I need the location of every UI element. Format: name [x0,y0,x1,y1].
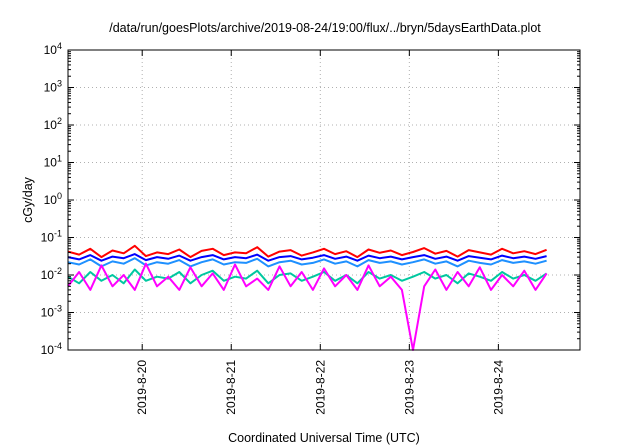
y-tick-base: 10 [44,193,58,207]
y-tick-exponent: 2 [57,116,62,126]
x-tick-label: 2019-8-21 [224,360,238,415]
y-tick-exponent: 0 [57,191,62,201]
y-tick-label: 10-2 [41,266,62,282]
x-tick-label: 2019-8-20 [135,360,149,415]
y-tick-label: 103 [44,79,62,95]
y-tick-exponent: 4 [57,41,62,51]
y-tick-exponent: -3 [54,304,62,314]
y-tick-exponent: -2 [54,266,62,276]
y-tick-exponent: -4 [54,341,62,351]
series-line-2 [67,253,547,262]
y-tick-base: 10 [44,43,58,57]
x-tick-label: 2019-8-24 [491,360,505,415]
y-tick-label: 101 [44,154,62,170]
y-tick-base: 10 [41,343,55,357]
x-tick-label: 2019-8-22 [313,360,327,415]
chart-title: /data/run/goesPlots/archive/2019-08-24/1… [109,21,541,35]
y-tick-label: 102 [44,116,62,132]
y-tick-base: 10 [41,268,55,282]
y-tick-label: 104 [44,41,62,57]
y-tick-exponent: -1 [54,229,62,239]
x-axis-label: Coordinated Universal Time (UTC) [228,431,420,445]
y-tick-exponent: 3 [57,79,62,89]
y-tick-base: 10 [41,231,55,245]
y-tick-exponent: 1 [57,154,62,164]
y-axis-label: cGy/day [21,176,35,223]
y-tick-base: 10 [41,306,55,320]
y-tick-base: 10 [44,81,58,95]
y-tick-base: 10 [44,118,58,132]
series-line-3 [67,257,547,268]
y-tick-label: 10-1 [41,229,62,245]
x-axis: 2019-8-20 2019-8-21 2019-8-22 2019-8-23 2019… [135,50,505,415]
y-tick-base: 10 [44,156,58,170]
y-tick-label: 100 [44,191,62,207]
y-tick-label: 10-4 [41,341,62,357]
series-line-4 [67,268,548,285]
grid-lines [68,50,580,350]
x-tick-label: 2019-8-23 [402,360,416,415]
series-line-1 [67,244,547,259]
series-group [67,244,548,351]
series-line-5 [67,262,548,351]
y-tick-label: 10-3 [41,304,62,320]
